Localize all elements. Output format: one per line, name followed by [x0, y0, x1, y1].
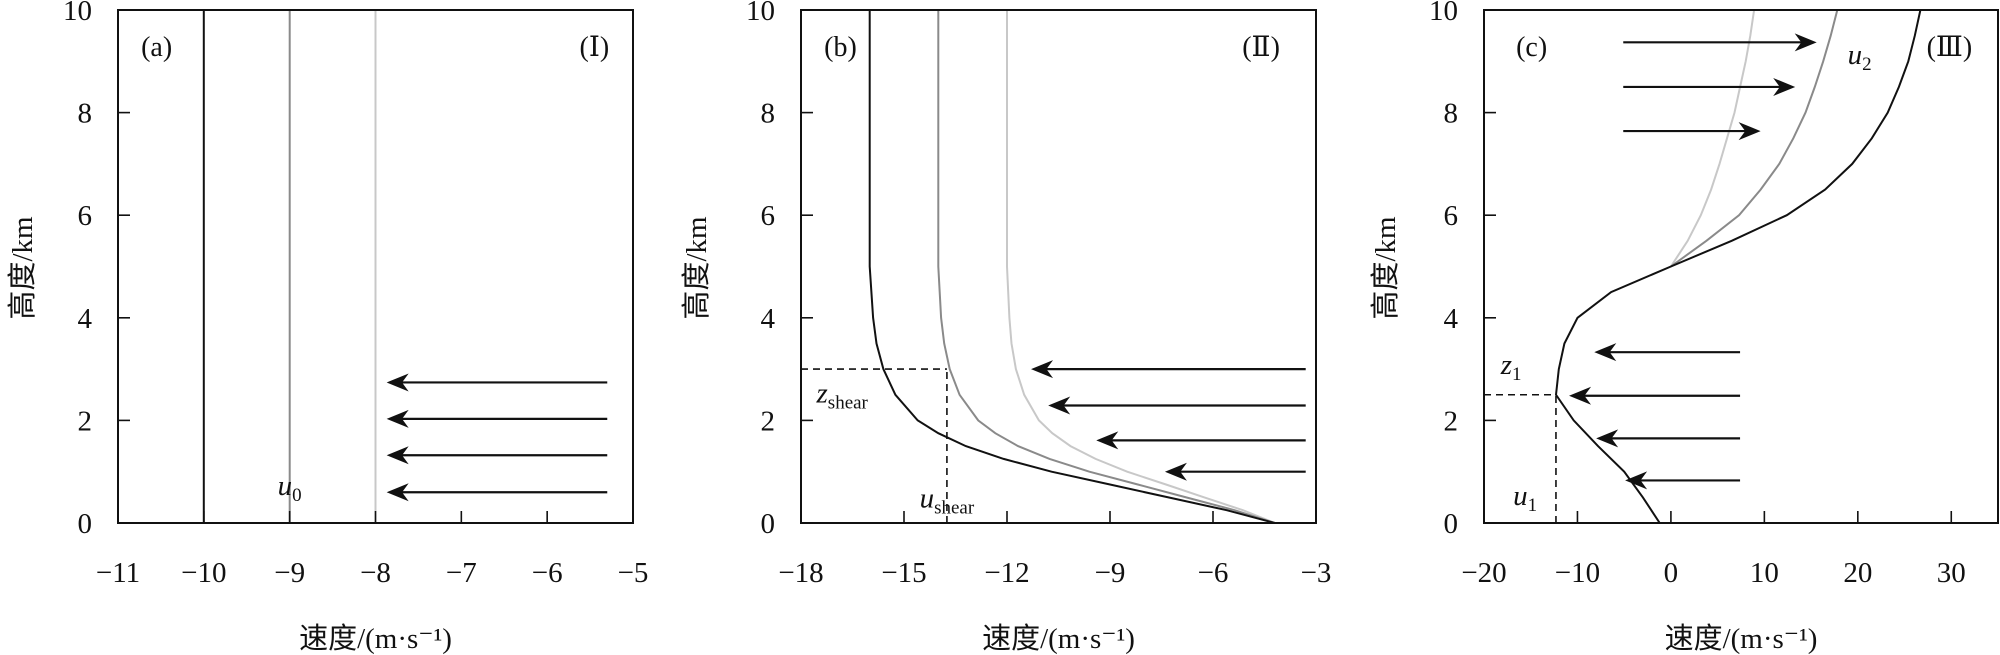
panel-b: −18 −15 −12 −9 −6 −3 0 2 4 6 8 10 速度/(m·s⁻¹) 高度/km (b)… [680, 0, 1331, 655]
y-tick-label: 10 [63, 0, 92, 27]
annotation-subscript: 1 [1512, 364, 1522, 385]
x-tick-label: −9 [274, 557, 305, 589]
panel-label: (b) [824, 32, 857, 63]
x-tick-label: −5 [618, 557, 649, 589]
annotation-subscript: 1 [1528, 495, 1538, 516]
annotation-u-shear: ushear [920, 483, 975, 519]
arrowhead-icon [386, 373, 409, 392]
x-tick-label: −10 [181, 557, 226, 589]
y-axis-label: 高度/km [6, 216, 39, 320]
arrowhead-icon [1031, 360, 1054, 379]
x-axis-label: 速度/(m·s⁻¹) [982, 622, 1135, 655]
x-tick-label: −7 [446, 557, 477, 589]
x-tick-label: −20 [1461, 557, 1506, 589]
y-tick-label: 0 [78, 508, 93, 540]
annotation-symbol: u [920, 483, 935, 515]
y-tick-label: 8 [78, 98, 93, 130]
regime-label: (Ⅲ) [1927, 32, 1973, 63]
series-line-black [1554, 9, 1922, 524]
annotation-subscript: 2 [1862, 54, 1872, 75]
annotation-z-shear: zshear [816, 377, 869, 413]
annotation-symbol: z [816, 377, 828, 409]
plot-frame [800, 9, 1317, 524]
annotation-subscript: 0 [292, 485, 302, 506]
y-tick-label: 0 [761, 508, 776, 540]
y-axis-label: 高度/km [680, 216, 713, 320]
series-line-light-gray [1670, 9, 1756, 268]
arrowhead-icon [1794, 33, 1817, 52]
x-tick-label: 20 [1843, 557, 1872, 589]
x-tick-label: −15 [881, 557, 926, 589]
annotation-symbol: u [278, 470, 293, 502]
x-tick-label: 30 [1937, 557, 1966, 589]
x-tick-label: −11 [96, 557, 140, 589]
arrowhead-icon [1738, 122, 1761, 141]
panel-a: −11 −10 −9 −8 −7 −6 −5 0 2 4 6 8 10 速度/(m·s⁻¹) 高度/km (a… [6, 0, 648, 655]
annotation-subscript: shear [828, 392, 869, 413]
y-axis-label: 高度/km [1369, 216, 1402, 320]
arrowhead-icon [1594, 343, 1617, 362]
arrowhead-icon [386, 409, 409, 428]
x-tick-label: −10 [1555, 557, 1600, 589]
y-tick-label: 8 [1444, 98, 1459, 130]
annotation-subscript: shear [934, 498, 975, 519]
annotation-symbol: u [1513, 480, 1528, 512]
y-tick-label: 10 [746, 0, 775, 27]
x-tick-label: −9 [1095, 557, 1126, 589]
x-tick-label: −8 [360, 557, 391, 589]
y-tick-label: 2 [78, 405, 93, 437]
annotation-u-1: u1 [1513, 480, 1537, 516]
plot-frame [1483, 9, 1999, 524]
annotation-symbol: u [1848, 39, 1863, 71]
arrowhead-icon [386, 446, 409, 465]
panel-c: −20 −10 0 10 20 30 0 2 4 6 8 10 速度/(m·s⁻¹) 高度/km (c) (Ⅲ… [1369, 0, 1999, 655]
x-tick-label: −18 [778, 557, 823, 589]
regime-label: (Ⅰ) [580, 32, 610, 63]
series-line-light-gray [1006, 10, 1276, 524]
y-tick-label: 4 [78, 303, 93, 335]
arrowhead-icon [1096, 431, 1119, 450]
annotation-symbol: z [1500, 349, 1512, 381]
panel-label: (a) [141, 32, 172, 63]
x-tick-label: 0 [1664, 557, 1679, 589]
x-axis-label: 速度/(m·s⁻¹) [299, 622, 452, 655]
y-tick-label: 2 [761, 405, 776, 437]
y-tick-label: 2 [1444, 405, 1459, 437]
y-tick-label: 4 [761, 303, 776, 335]
arrowhead-icon [1773, 77, 1796, 96]
panel-label: (c) [1516, 32, 1547, 63]
arrowhead-icon [386, 483, 409, 502]
series-line-black [868, 10, 1276, 524]
series-line-gray [1670, 9, 1839, 268]
arrowhead-icon [1569, 386, 1592, 405]
x-tick-label: −3 [1301, 557, 1332, 589]
x-tick-label: 10 [1750, 557, 1779, 589]
y-tick-label: 8 [761, 98, 776, 130]
annotation-z-1: z1 [1500, 349, 1522, 385]
y-tick-label: 10 [1429, 0, 1458, 27]
series-line-gray [937, 10, 1276, 524]
annotation-u-2: u2 [1848, 39, 1872, 75]
y-tick-label: 0 [1444, 508, 1459, 540]
x-tick-label: −6 [1198, 557, 1229, 589]
arrowhead-icon [1048, 396, 1071, 415]
arrowhead-icon [1625, 471, 1648, 490]
arrowhead-icon [1164, 462, 1187, 481]
regime-label: (Ⅱ) [1242, 32, 1280, 63]
annotation-u-0: u0 [278, 470, 302, 506]
y-tick-label: 6 [761, 200, 776, 232]
x-tick-label: −6 [532, 557, 563, 589]
arrowhead-icon [1596, 429, 1619, 448]
y-tick-label: 6 [1444, 200, 1459, 232]
y-tick-label: 6 [78, 200, 93, 232]
x-axis-label: 速度/(m·s⁻¹) [1665, 622, 1818, 655]
y-tick-label: 4 [1444, 303, 1459, 335]
x-tick-label: −12 [984, 557, 1029, 589]
